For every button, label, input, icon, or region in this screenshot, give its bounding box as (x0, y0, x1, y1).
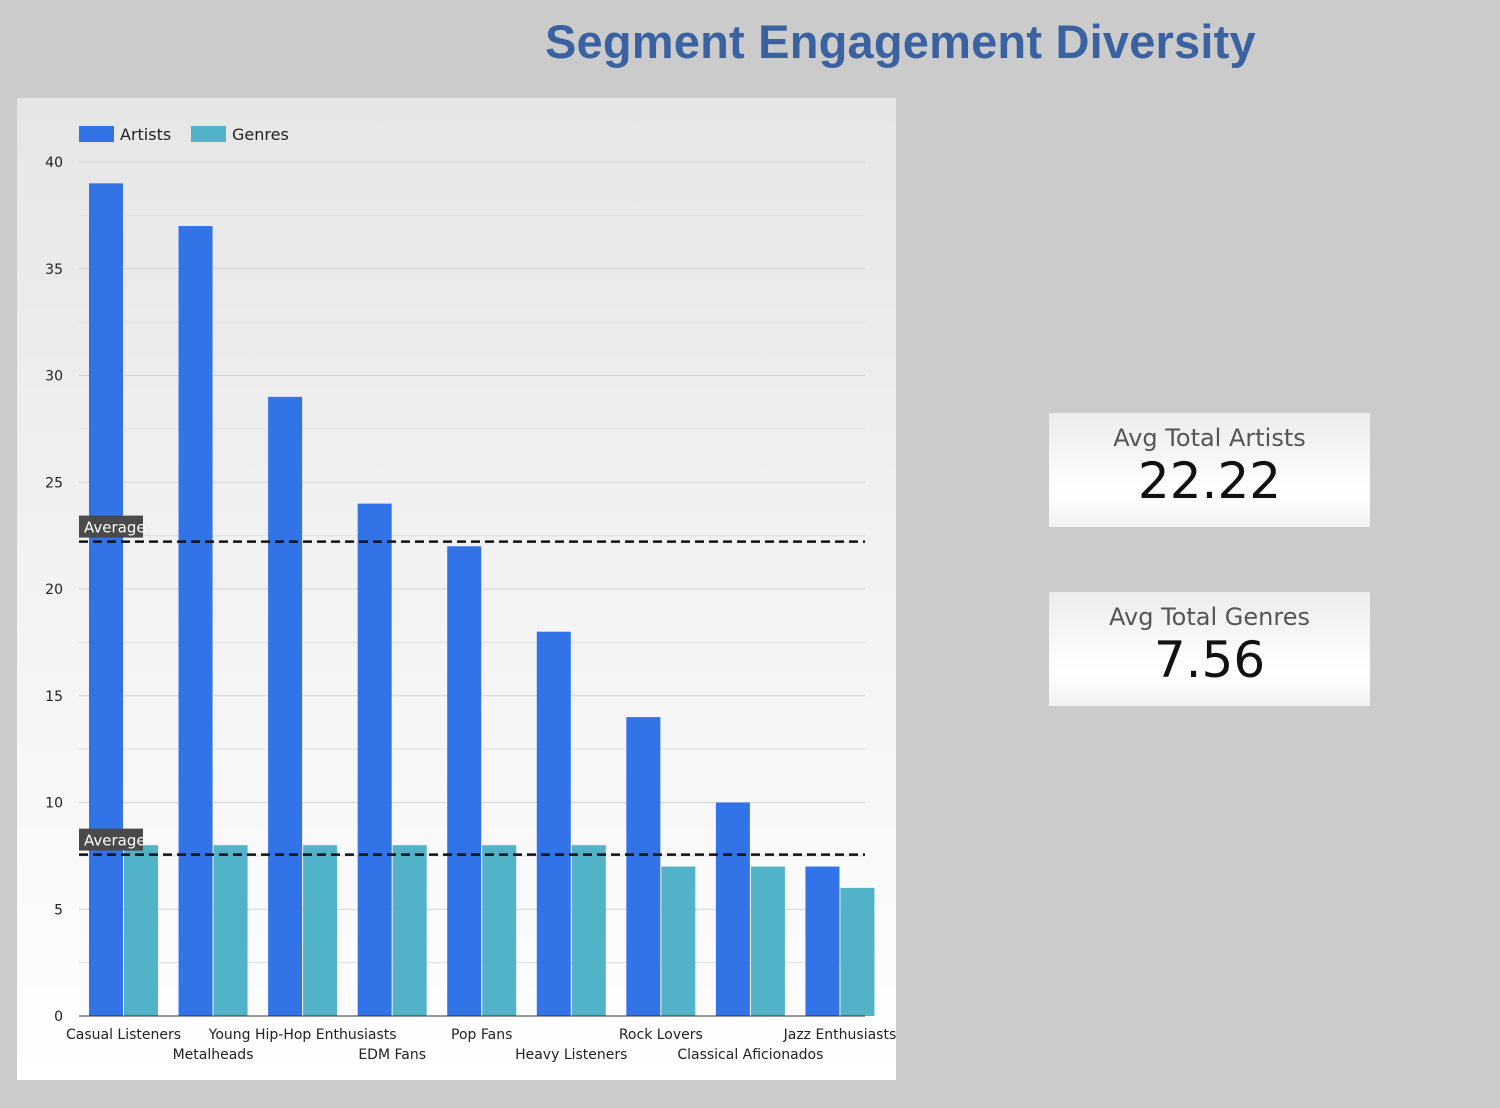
avg-total-artists-card: Avg Total Artists 22.22 (1049, 413, 1370, 527)
bar-artists-2 (178, 226, 213, 1017)
x-category-label: Casual Listeners (66, 1027, 181, 1043)
bar-chart-panel: 0 5 10 15 20 25 30 35 40 Casual Listeners Metalhea… (17, 98, 896, 1080)
x-category-label: Classical Aficionados (677, 1047, 823, 1063)
legend-label-artists: Artists (120, 125, 171, 144)
avg-total-genres-card: Avg Total Genres 7.56 (1049, 592, 1370, 706)
x-category-label: Heavy Listeners (515, 1047, 627, 1063)
x-category-label: Rock Lovers (619, 1027, 703, 1043)
bar-artists-6 (536, 631, 571, 1016)
y-tick-label: 40 (45, 155, 63, 171)
bar-genres-4 (392, 845, 427, 1016)
bar-artists-5 (447, 546, 482, 1016)
y-tick-label: 20 (45, 582, 63, 598)
bar-genres-8 (750, 866, 785, 1016)
bar-genres-1 (124, 845, 158, 1016)
average-label-genres: Average (84, 832, 146, 850)
avg-total-genres-label: Avg Total Genres (1109, 603, 1310, 631)
y-tick-label: 30 (45, 369, 63, 385)
bar-artists-7 (626, 717, 661, 1016)
y-tick-label: 5 (54, 902, 63, 918)
bar-artists-9 (805, 866, 840, 1016)
bar-genres-3 (303, 845, 338, 1016)
y-tick-label: 35 (45, 262, 63, 278)
bar-genres-2 (213, 845, 248, 1016)
average-label-bg (79, 828, 143, 851)
bar-artists-4 (357, 503, 392, 1017)
bar-chart: 0 5 10 15 20 25 30 35 40 Casual Listeners Metalhea… (45, 125, 896, 1063)
y-tick-label: 15 (45, 689, 63, 705)
bar-genres-6 (571, 845, 606, 1016)
page-title: Segment Engagement Diversity (545, 15, 1256, 68)
avg-total-artists-label: Avg Total Artists (1113, 424, 1306, 452)
bar-artists-8 (715, 802, 750, 1016)
x-category-label: Jazz Enthusiasts (783, 1027, 896, 1043)
x-category-label: Young Hip-Hop Enthusiasts (208, 1027, 397, 1043)
avg-total-artists-value: 22.22 (1137, 452, 1282, 510)
bar-artists-1 (89, 183, 123, 1017)
y-tick-label: 0 (54, 1009, 63, 1025)
x-category-label: EDM Fans (358, 1047, 426, 1063)
legend-label-genres: Genres (232, 125, 289, 144)
y-tick-label: 25 (45, 475, 63, 491)
bar-artists-3 (268, 396, 303, 1017)
x-category-label: Metalheads (173, 1047, 254, 1063)
legend-swatch-artists (79, 126, 114, 142)
bar-genres-9 (840, 887, 875, 1016)
y-tick-label: 10 (45, 796, 63, 812)
avg-total-genres-value: 7.56 (1153, 631, 1266, 689)
x-category-label: Pop Fans (451, 1027, 512, 1043)
bar-genres-5 (482, 845, 517, 1016)
average-label-artists: Average (84, 519, 146, 537)
bar-genres-7 (661, 866, 696, 1016)
legend-swatch-genres (191, 126, 226, 142)
average-label-bg (79, 515, 143, 538)
